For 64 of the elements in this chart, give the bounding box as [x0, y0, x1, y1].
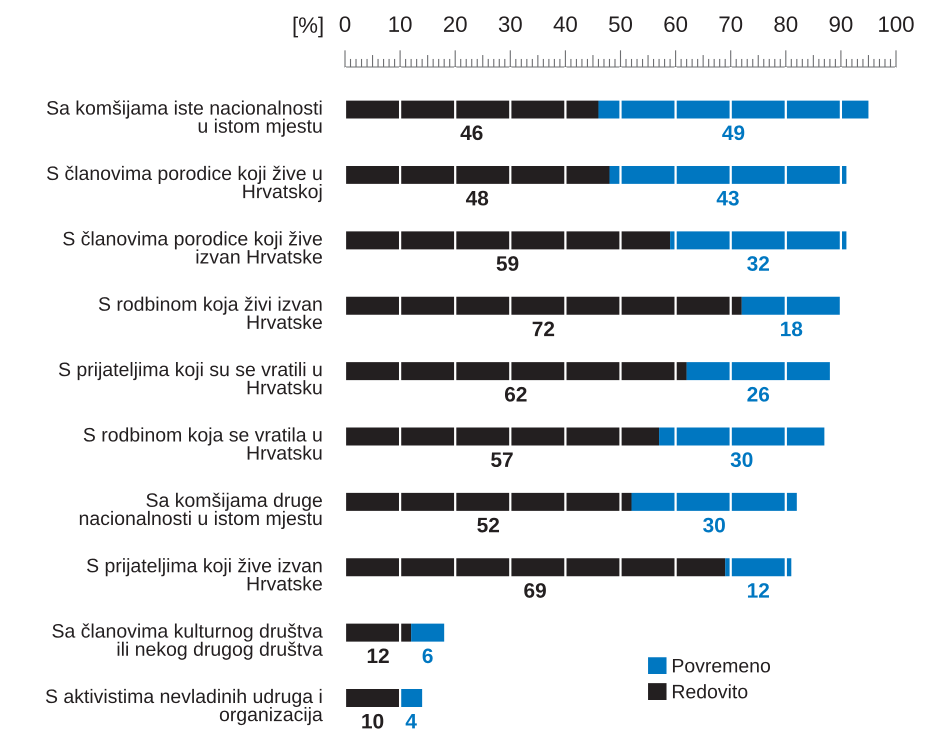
y-tick-label: S rodbinom koja se vratila u Hrvatsku: [84, 427, 322, 460]
y-tick-label: S rodbinom koja živi izvan Hrvatske: [98, 296, 322, 330]
x-tick-label: 90: [830, 16, 852, 32]
x-tick-label: 0: [340, 16, 350, 32]
data-label: 62: [504, 386, 527, 402]
bar: [411, 624, 444, 642]
y-tick-label: Sa komšijama iste nacionalnosti u istom mjestu: [47, 100, 322, 137]
y-tick-label: Sa članovima kulturnog društva ili nekog drugog društva: [52, 623, 323, 660]
data-label: 72: [532, 322, 554, 336]
bar: [345, 689, 400, 707]
y-tick-label: S članovima porodice koji žive u Hrvatskoj: [47, 166, 322, 202]
data-label: 43: [716, 190, 739, 206]
data-label: 4: [406, 714, 417, 728]
data-label: 46: [460, 125, 483, 140]
bar: [609, 166, 846, 184]
data-label: 6: [422, 648, 433, 664]
data-label: 49: [722, 125, 744, 140]
x-tick-label: 60: [664, 16, 688, 32]
data-label: 26: [747, 386, 770, 402]
y-tick-label: S prijateljima koji žive izvan Hrvatske: [87, 558, 322, 591]
x-tick-label: 50: [609, 16, 632, 32]
bar: [742, 296, 841, 315]
bar: [345, 296, 742, 315]
bar: [632, 492, 797, 511]
bar: [345, 166, 610, 184]
data-label: 32: [747, 256, 770, 271]
data-label: 12: [368, 648, 389, 663]
legend-label: Povremeno: [672, 658, 770, 673]
bar: [725, 558, 792, 576]
bar: [345, 558, 726, 576]
y-tick-label: S članovima porodice koji žive izvan Hrvatske: [63, 231, 322, 264]
data-label: 10: [362, 714, 384, 729]
bar: [345, 231, 670, 250]
bar: [400, 689, 422, 707]
x-axis-title: [%]: [294, 16, 323, 38]
x-tick-label: 100: [879, 16, 914, 32]
x-tick-label: 40: [554, 16, 577, 32]
bar: [598, 100, 868, 119]
data-label: 52: [477, 518, 500, 532]
x-tick-label: 70: [719, 16, 742, 32]
bar: [686, 362, 830, 380]
y-tick-label: Sa komšijama druge nacionalnosti u istom mjestu: [80, 492, 322, 530]
data-label: 30: [703, 518, 725, 532]
bar: [345, 100, 598, 119]
x-tick-label: 30: [498, 16, 522, 32]
legend-label: Redovito: [672, 684, 748, 698]
x-tick-label: 20: [444, 16, 467, 32]
data-label: 57: [491, 452, 513, 468]
bar: [345, 492, 632, 511]
bar: [345, 624, 412, 642]
bar: [659, 427, 824, 446]
x-tick-label: 80: [774, 16, 798, 32]
data-label: 18: [781, 322, 802, 336]
data-label: 69: [524, 583, 546, 598]
bar: [345, 427, 660, 446]
data-label: 59: [496, 256, 518, 271]
bar: [670, 231, 846, 250]
y-tick-label: S prijateljima koji su se vratili u Hrvatsku: [58, 362, 322, 394]
data-label: 48: [466, 190, 488, 206]
y-tick-label: S aktivistima nevladinih udruga i organizacija: [46, 688, 323, 726]
x-tick-label: 10: [389, 16, 412, 32]
bar: [345, 362, 687, 380]
data-label: 12: [748, 583, 770, 598]
data-label: 30: [730, 452, 752, 468]
